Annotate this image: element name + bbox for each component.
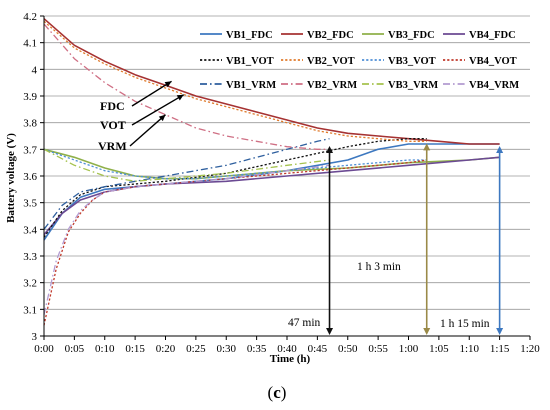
x-tick-label: 1:00 xyxy=(399,343,419,355)
y-tick-label: 3.8 xyxy=(23,118,37,130)
panel-label-letter: c xyxy=(273,383,281,402)
x-tick-label: 0:20 xyxy=(156,343,176,355)
series-line-vb4-vrm xyxy=(43,164,330,315)
annotation-arrowhead xyxy=(158,114,166,122)
x-tick-label: 0:50 xyxy=(338,343,358,355)
legend-entry-label: VB2_VOT xyxy=(307,56,355,67)
y-tick-label: 4.2 xyxy=(23,11,37,23)
panel-label: (c) xyxy=(268,383,287,402)
legend-entry-label: VB2_FDC xyxy=(307,30,354,41)
time-marker-arrowhead-bottom xyxy=(496,328,504,335)
series-line-vb1-vot xyxy=(43,138,427,238)
y-tick-label: 4.1 xyxy=(23,38,37,50)
method-annotations: FDC VOT VRM xyxy=(98,80,185,153)
legend-entry-label: VB4_VRM xyxy=(469,80,519,91)
time-marker-arrowhead-top xyxy=(423,143,431,151)
annotation-arrow-line xyxy=(131,94,185,126)
time-marker-arrowhead-bottom xyxy=(423,328,431,335)
x-tick-label: 0:45 xyxy=(308,343,328,355)
series-line-vb1-vrm xyxy=(43,138,330,230)
series-line-vb3-vot xyxy=(43,148,427,180)
legend-entry-label: VB1_VOT xyxy=(226,56,274,67)
x-tick-label: 1:10 xyxy=(459,343,479,355)
time-marker-arrowhead-top xyxy=(496,146,504,153)
legend-entry-label: VB3_VOT xyxy=(388,56,436,67)
x-tick-label: 0:35 xyxy=(247,343,267,355)
annotation-arrow-line xyxy=(129,114,166,147)
x-tick-label: 0:25 xyxy=(186,343,206,355)
series-line-vb4-vot xyxy=(43,159,427,326)
x-tick-label: 1:05 xyxy=(429,343,449,355)
x-tick-label: 0:15 xyxy=(125,343,145,355)
legend-entry-label: VB3_VRM xyxy=(388,80,438,91)
y-tick-label: 3.2 xyxy=(23,278,37,290)
x-tick-label: 0:05 xyxy=(65,343,85,355)
annotation-arrow-line xyxy=(131,80,172,107)
legend-entry-label: VB1_FDC xyxy=(226,30,273,41)
panel-label-close: ) xyxy=(281,383,287,402)
y-tick-label: 3.6 xyxy=(23,171,37,183)
annotation-vot: VOT xyxy=(100,118,126,132)
time-marker-layer: 47 min 1 h 3 min 1 h 15 min xyxy=(288,143,504,335)
panel-label-open: ( xyxy=(268,383,274,402)
legend-entry-label: VB2_VRM xyxy=(307,80,357,91)
time-marker-arrowhead-top xyxy=(326,146,334,153)
series-line-vb4-fdc xyxy=(43,156,500,236)
x-axis-title: Time (h) xyxy=(270,353,311,365)
time-marker-arrowhead-bottom xyxy=(326,328,334,335)
x-tick-label: 0:00 xyxy=(34,343,54,355)
legend-entry-label: VB4_VOT xyxy=(469,56,517,67)
y-tick-label: 3.7 xyxy=(23,144,37,156)
series-layer xyxy=(43,18,500,326)
series-line-vb3-fdc xyxy=(43,148,500,180)
annotation-fdc: FDC xyxy=(100,99,125,113)
time-marker-label: 47 min xyxy=(288,317,321,329)
time-marker-label: 1 h 15 min xyxy=(440,318,490,330)
y-axis-title: Battery voltage (V) xyxy=(5,133,17,223)
y-tick-label: 4 xyxy=(32,64,38,76)
x-tick-label: 0:30 xyxy=(216,343,236,355)
y-tick-label: 3.5 xyxy=(23,198,37,210)
annotation-vrm: VRM xyxy=(98,139,127,153)
legend: VB1_FDC VB2_FDC VB3_FDC VB4_FDC VB1_VOT VB2_V… xyxy=(200,30,519,91)
y-tick-label: 3 xyxy=(32,331,38,343)
y-tick-label: 3.3 xyxy=(23,251,37,263)
series-line-vb3-vrm xyxy=(43,148,330,182)
x-tick-label: 1:20 xyxy=(520,343,540,355)
series-line-vb1-fdc xyxy=(43,143,500,241)
series-line-vb2-fdc xyxy=(43,18,500,145)
x-tick-label: 1:15 xyxy=(490,343,510,355)
legend-entry-label: VB4_FDC xyxy=(469,30,516,41)
y-tick-labels: 3 3.1 3.2 3.3 3.4 3.5 3.6 3.7 3.8 3.9 4 4.1 4.2 xyxy=(23,11,44,343)
legend-entry-label: VB3_FDC xyxy=(388,30,435,41)
x-tick-labels: 0:00 0:05 0:10 0:15 0:20 0:25 0:30 0:35 0:40 0:45… xyxy=(34,336,540,355)
x-tick-label: 0:40 xyxy=(277,343,297,355)
y-tick-label: 3.9 xyxy=(23,91,37,103)
y-tick-label: 3.1 xyxy=(23,304,37,316)
y-tick-label: 3.4 xyxy=(23,224,37,236)
x-tick-label: 0:10 xyxy=(95,343,115,355)
annotation-arrowhead xyxy=(164,81,172,88)
legend-entry-label: VB1_VRM xyxy=(226,80,276,91)
x-tick-label: 0:55 xyxy=(368,343,388,355)
series-line-vb2-vot xyxy=(43,20,427,142)
annotation-arrowhead xyxy=(176,94,184,101)
time-marker-label: 1 h 3 min xyxy=(357,261,401,273)
